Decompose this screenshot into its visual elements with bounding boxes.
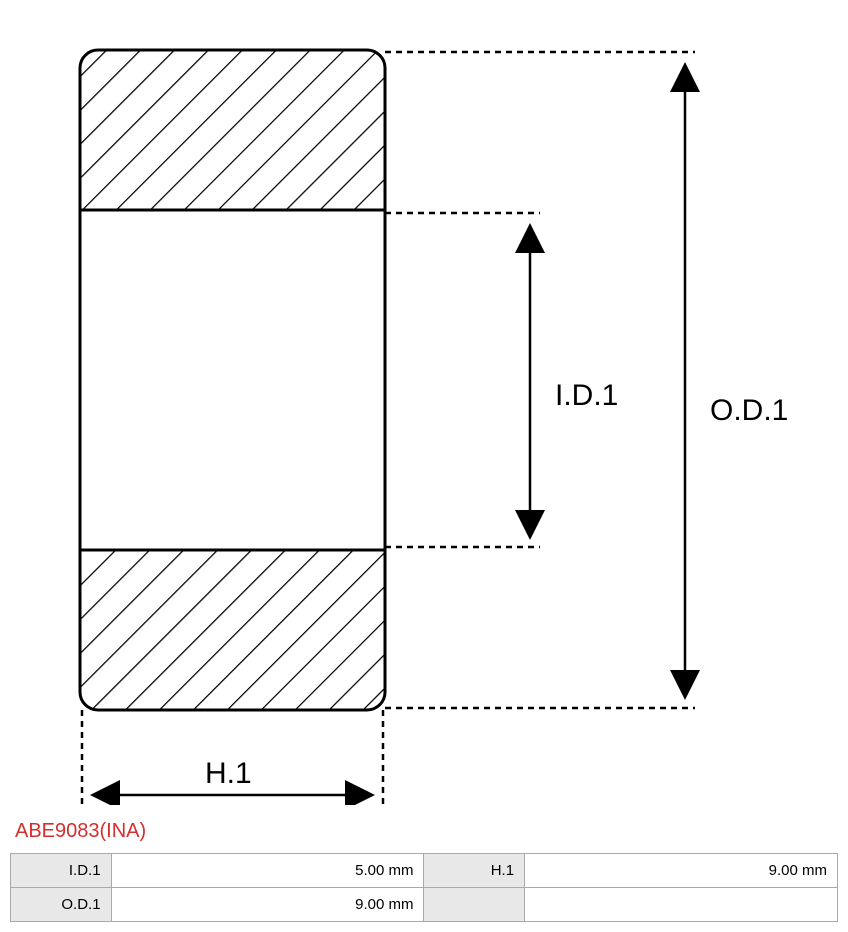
- spec-value-cell: 5.00 mm: [111, 854, 424, 888]
- diagram-svg: I.D.1 O.D.1 H.1: [10, 10, 838, 805]
- spec-value-cell: [525, 888, 838, 922]
- spec-label-cell: H.1: [424, 854, 525, 888]
- spec-label-cell: I.D.1: [11, 854, 112, 888]
- spec-value-cell: 9.00 mm: [525, 854, 838, 888]
- label-id1: I.D.1: [555, 379, 618, 412]
- bushing-cross-section-diagram: I.D.1 O.D.1 H.1: [10, 10, 838, 805]
- label-od1: O.D.1: [710, 394, 788, 427]
- part-title: ABE9083(INA): [15, 820, 838, 843]
- table-row: O.D.1 9.00 mm: [11, 888, 838, 922]
- specifications-table: I.D.1 5.00 mm H.1 9.00 mm O.D.1 9.00 mm: [10, 853, 838, 922]
- spec-label-cell: O.D.1: [11, 888, 112, 922]
- spec-label-cell: [424, 888, 525, 922]
- spec-value-cell: 9.00 mm: [111, 888, 424, 922]
- table-row: I.D.1 5.00 mm H.1 9.00 mm: [11, 854, 838, 888]
- label-h1: H.1: [205, 757, 252, 790]
